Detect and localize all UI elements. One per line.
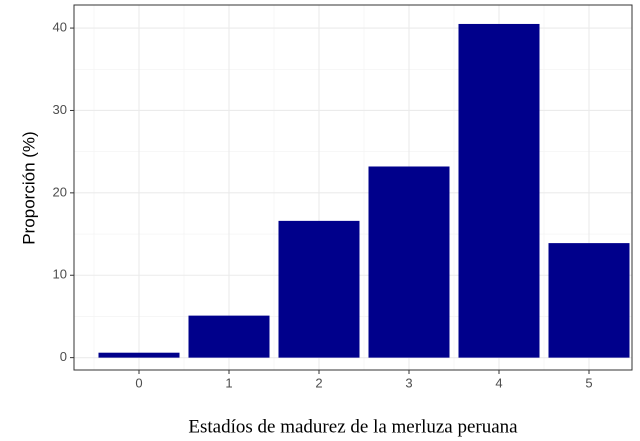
bar	[548, 243, 630, 358]
bar	[368, 166, 450, 358]
x-tick-label: 4	[495, 375, 502, 390]
x-axis-title: Estadíos de madurez de la merluza peruan…	[188, 416, 518, 437]
x-tick-label: 1	[225, 375, 232, 390]
y-tick-label: 0	[60, 349, 67, 364]
x-tick-label: 2	[315, 375, 322, 390]
bar	[98, 352, 180, 358]
bar	[458, 23, 540, 358]
y-tick-label: 10	[53, 267, 67, 282]
bar	[278, 220, 360, 358]
y-tick-label: 30	[53, 102, 67, 117]
y-tick-label: 20	[53, 184, 67, 199]
x-tick-label: 5	[585, 375, 592, 390]
panel-border	[73, 4, 633, 371]
x-tick-label: 3	[405, 375, 412, 390]
x-tick-label: 0	[135, 375, 142, 390]
bar	[188, 315, 270, 358]
y-axis-title: Proporción (%)	[19, 131, 38, 244]
y-tick-label: 40	[53, 20, 67, 35]
